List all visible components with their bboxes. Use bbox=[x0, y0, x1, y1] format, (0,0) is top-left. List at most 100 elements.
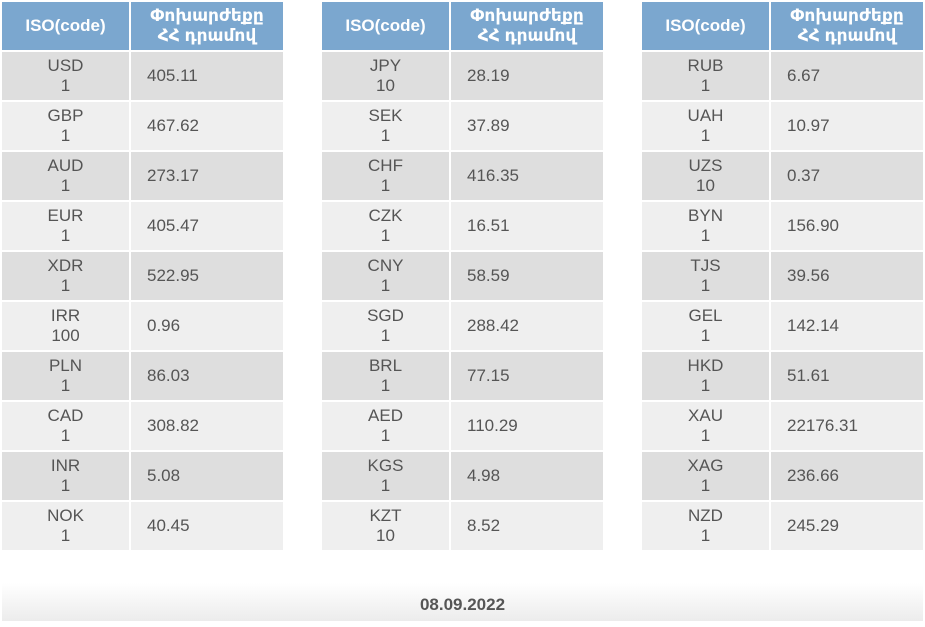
currency-code: XAU bbox=[688, 406, 723, 425]
table-row: CZK 1 16.51 bbox=[322, 202, 603, 250]
currency-code-cell: CAD 1 bbox=[2, 402, 129, 450]
rate-column-header: Փոխարժեքը ՀՀ դրամով bbox=[771, 2, 923, 50]
table-row: UAH 1 10.97 bbox=[642, 102, 923, 150]
table-row: EUR 1 405.47 bbox=[2, 202, 283, 250]
table-row: KZT 10 8.52 bbox=[322, 502, 603, 550]
currency-code-cell: KZT 10 bbox=[322, 502, 449, 550]
table-row: BYN 1 156.90 bbox=[642, 202, 923, 250]
rate-header-line2: ՀՀ դրամով bbox=[797, 26, 897, 45]
currency-code: KGS bbox=[367, 456, 404, 475]
currency-code-cell: KGS 1 bbox=[322, 452, 449, 500]
currency-code-cell: CNY 1 bbox=[322, 252, 449, 300]
currency-unit: 10 bbox=[696, 176, 715, 195]
currency-unit: 1 bbox=[700, 126, 711, 145]
table-row: GEL 1 142.14 bbox=[642, 302, 923, 350]
currency-code-cell: JPY 10 bbox=[322, 52, 449, 100]
currency-unit: 1 bbox=[700, 376, 711, 395]
exchange-rate-cell: 405.11 bbox=[131, 52, 283, 100]
currency-code-cell: UZS 10 bbox=[642, 152, 769, 200]
table-header-row: ISO(code) Փոխարժեքը ՀՀ դրամով bbox=[642, 2, 923, 50]
currency-code-cell: SGD 1 bbox=[322, 302, 449, 350]
currency-code: CNY bbox=[367, 256, 404, 275]
exchange-rate-cell: 405.47 bbox=[131, 202, 283, 250]
currency-unit: 1 bbox=[380, 276, 391, 295]
exchange-rate-cell: 58.59 bbox=[451, 252, 603, 300]
exchange-rate-cell: 110.29 bbox=[451, 402, 603, 450]
currency-code-cell: IRR 100 bbox=[2, 302, 129, 350]
table-row: UZS 10 0.37 bbox=[642, 152, 923, 200]
currency-code: AUD bbox=[47, 156, 84, 175]
currency-code: CHF bbox=[368, 156, 403, 175]
currency-code-cell: GEL 1 bbox=[642, 302, 769, 350]
currency-unit: 1 bbox=[380, 476, 391, 495]
rate-header-line2: ՀՀ դրամով bbox=[477, 26, 577, 45]
currency-code-cell: EUR 1 bbox=[2, 202, 129, 250]
currency-code: USD bbox=[47, 56, 84, 75]
currency-code: GEL bbox=[688, 306, 723, 325]
rate-header-line2: ՀՀ դրամով bbox=[157, 26, 257, 45]
currency-code-cell: BYN 1 bbox=[642, 202, 769, 250]
currency-code: BYN bbox=[688, 206, 723, 225]
currency-code: INR bbox=[50, 456, 81, 475]
currency-code: XDR bbox=[47, 256, 84, 275]
table-row: JPY 10 28.19 bbox=[322, 52, 603, 100]
table-row: AUD 1 273.17 bbox=[2, 152, 283, 200]
exchange-rate-cell: 5.08 bbox=[131, 452, 283, 500]
currency-unit: 10 bbox=[376, 526, 395, 545]
currency-unit: 1 bbox=[700, 426, 711, 445]
currency-unit: 1 bbox=[380, 176, 391, 195]
table-row: NOK 1 40.45 bbox=[2, 502, 283, 550]
currency-code-cell: BRL 1 bbox=[322, 352, 449, 400]
table-row: SGD 1 288.42 bbox=[322, 302, 603, 350]
currency-code-cell: GBP 1 bbox=[2, 102, 129, 150]
currency-unit: 1 bbox=[60, 276, 71, 295]
exchange-rate-cell: 308.82 bbox=[131, 402, 283, 450]
table-row: XAG 1 236.66 bbox=[642, 452, 923, 500]
table-row: AED 1 110.29 bbox=[322, 402, 603, 450]
exchange-rate-cell: 416.35 bbox=[451, 152, 603, 200]
currency-code: NOK bbox=[47, 506, 84, 525]
table-header-row: ISO(code) Փոխարժեքը ՀՀ դրամով bbox=[322, 2, 603, 50]
currency-code-cell: RUB 1 bbox=[642, 52, 769, 100]
currency-code-cell: AUD 1 bbox=[2, 152, 129, 200]
currency-unit: 1 bbox=[380, 226, 391, 245]
code-column-header: ISO(code) bbox=[642, 2, 769, 50]
exchange-rate-cell: 39.56 bbox=[771, 252, 923, 300]
rate-column-header: Փոխարժեքը ՀՀ դրամով bbox=[131, 2, 283, 50]
currency-code-cell: HKD 1 bbox=[642, 352, 769, 400]
currency-code-cell: NZD 1 bbox=[642, 502, 769, 550]
exchange-rate-cell: 40.45 bbox=[131, 502, 283, 550]
table-row: CNY 1 58.59 bbox=[322, 252, 603, 300]
currency-code: CAD bbox=[47, 406, 84, 425]
currency-code-cell: INR 1 bbox=[2, 452, 129, 500]
exchange-rate-cell: 8.52 bbox=[451, 502, 603, 550]
currency-unit: 1 bbox=[700, 76, 711, 95]
table-row: CAD 1 308.82 bbox=[2, 402, 283, 450]
currency-code-cell: TJS 1 bbox=[642, 252, 769, 300]
table-row: INR 1 5.08 bbox=[2, 452, 283, 500]
currency-unit: 1 bbox=[700, 526, 711, 545]
currency-unit: 1 bbox=[60, 426, 71, 445]
currency-code: RUB bbox=[687, 56, 724, 75]
currency-code: AED bbox=[368, 406, 403, 425]
exchange-rate-cell: 0.37 bbox=[771, 152, 923, 200]
currency-unit: 1 bbox=[700, 326, 711, 345]
currency-unit: 1 bbox=[380, 126, 391, 145]
currency-code-cell: USD 1 bbox=[2, 52, 129, 100]
table-row: NZD 1 245.29 bbox=[642, 502, 923, 550]
currency-unit: 1 bbox=[60, 526, 71, 545]
currency-code: UZS bbox=[688, 156, 723, 175]
currency-unit: 1 bbox=[60, 376, 71, 395]
table-row: RUB 1 6.67 bbox=[642, 52, 923, 100]
currency-code: EUR bbox=[47, 206, 84, 225]
exchange-rate-cell: 236.66 bbox=[771, 452, 923, 500]
exchange-rate-cell: 142.14 bbox=[771, 302, 923, 350]
currency-code: SGD bbox=[367, 306, 404, 325]
currency-code: BRL bbox=[368, 356, 403, 375]
table-row: IRR 100 0.96 bbox=[2, 302, 283, 350]
table-header-row: ISO(code) Փոխարժեքը ՀՀ դրամով bbox=[2, 2, 283, 50]
currency-unit: 1 bbox=[60, 226, 71, 245]
currency-code-cell: PLN 1 bbox=[2, 352, 129, 400]
table-row: TJS 1 39.56 bbox=[642, 252, 923, 300]
exchange-rate-cell: 16.51 bbox=[451, 202, 603, 250]
